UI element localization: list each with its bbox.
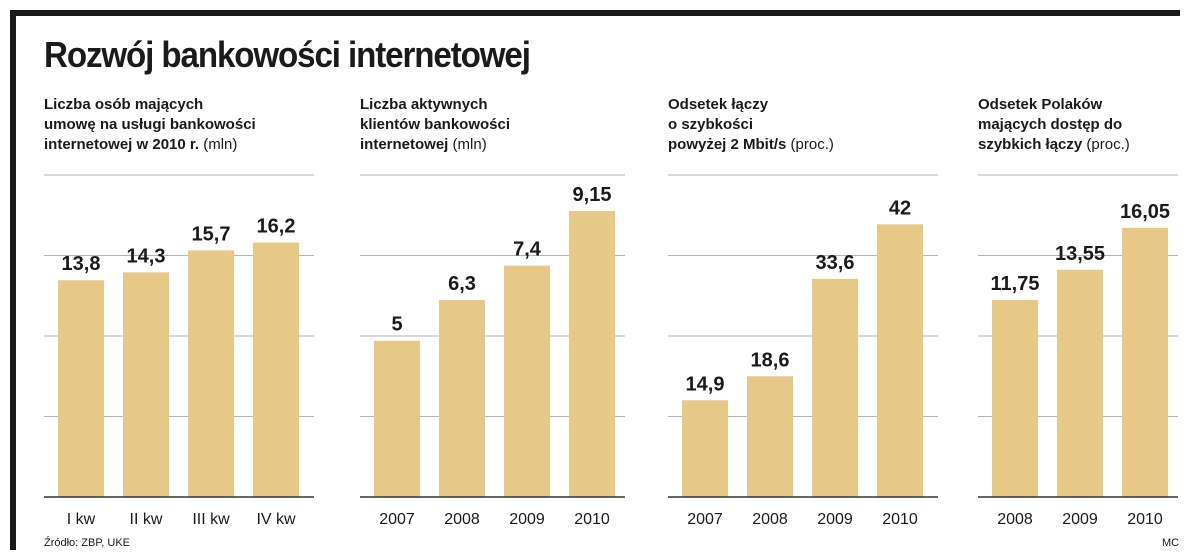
unit-label: (proc.) [790, 136, 834, 153]
category-label: 2008 [752, 511, 788, 528]
top-rule [10, 10, 1180, 16]
bar [439, 300, 485, 497]
heading-line-3: szybkich łączy [978, 136, 1083, 153]
category-label: 2007 [379, 511, 415, 528]
value-label: 14,3 [127, 245, 166, 267]
heading-line-1: Odsetek Polaków [978, 96, 1103, 113]
panel-heading: Odsetek Polaków mających dostęp do szybk… [978, 95, 1178, 155]
category-label: 2009 [1062, 511, 1098, 528]
category-label: 2008 [444, 511, 480, 528]
category-label: 2009 [817, 511, 853, 528]
value-label: 14,9 [686, 373, 725, 395]
value-label: 42 [889, 197, 911, 219]
heading-line-3: internetowej w 2010 r. [44, 136, 200, 153]
value-label: 16,2 [257, 216, 296, 238]
unit-label: (mln) [203, 136, 238, 153]
value-label: 9,15 [573, 184, 612, 206]
heading-line-1: Odsetek łączy [668, 96, 769, 113]
heading-line-2: o szybkości [668, 116, 754, 133]
value-label: 16,05 [1120, 201, 1170, 223]
category-label: 2010 [574, 511, 610, 528]
category-label: 2007 [687, 511, 723, 528]
value-label: 18,6 [751, 349, 790, 371]
bar [123, 272, 169, 497]
value-label: 11,75 [991, 273, 1040, 295]
infographic-title: Rozwój bankowości internetowej [44, 34, 531, 75]
bar [1122, 227, 1168, 497]
heading-line-2: umowę na usługi bankowości [44, 116, 256, 133]
value-label: 33,6 [816, 252, 855, 274]
panel-contract-holders: Liczba osób mających umowę na usługi ban… [44, 95, 314, 535]
category-label: 2008 [997, 511, 1033, 528]
bar [747, 376, 793, 497]
bar-chart-fast-connections: 14,9 2007 18,6 2008 33,6 2009 42 2010 [668, 174, 938, 528]
heading-line-2: mających dostęp do [978, 116, 1123, 133]
bar [58, 280, 104, 497]
category-label: 2009 [509, 511, 545, 528]
value-label: 6,3 [448, 273, 476, 295]
panel-heading: Liczba aktywnych klientów bankowości int… [360, 95, 625, 155]
bar-chart-fast-access: 11,75 2008 13,55 2009 16,05 2010 [978, 174, 1178, 528]
bar [253, 242, 299, 497]
category-label: 2010 [882, 511, 918, 528]
bar [1057, 269, 1103, 497]
panel-fast-access: Odsetek Polaków mających dostęp do szybk… [978, 95, 1178, 535]
value-label: 15,7 [192, 223, 231, 245]
category-label: III kw [192, 511, 230, 528]
author-credit: MC [1162, 537, 1180, 549]
panel-active-clients: Liczba aktywnych klientów bankowości int… [360, 95, 625, 535]
panel-fast-connections: Odsetek łączy o szybkości powyżej 2 Mbit… [668, 95, 938, 535]
category-label: II kw [130, 511, 163, 528]
bar [188, 250, 234, 497]
heading-line-1: Liczba osób mających [44, 96, 204, 113]
value-label: 5 [391, 314, 402, 336]
bar [374, 340, 420, 497]
value-label: 13,55 [1055, 243, 1105, 265]
category-label: I kw [67, 511, 96, 528]
bar [569, 210, 615, 497]
bar [877, 224, 923, 497]
left-rule [10, 10, 16, 550]
source-note: Źródło: ZBP, UKE [44, 537, 130, 549]
unit-label: (mln) [452, 136, 487, 153]
panel-heading: Liczba osób mających umowę na usługi ban… [44, 95, 314, 155]
heading-line-3: internetowej [360, 136, 449, 153]
bar-chart-active-clients: 5 2007 6,3 2008 7,4 2009 9,15 2010 [360, 174, 625, 528]
heading-line-2: klientów bankowości [360, 116, 511, 133]
value-label: 7,4 [513, 239, 542, 261]
category-label: IV kw [256, 511, 296, 528]
bar [682, 400, 728, 497]
unit-label: (proc.) [1086, 136, 1130, 153]
category-label: 2010 [1127, 511, 1163, 528]
bar [992, 299, 1038, 497]
panel-heading: Odsetek łączy o szybkości powyżej 2 Mbit… [668, 95, 938, 155]
value-label: 13,8 [62, 253, 101, 275]
bar-chart-contract-holders: 13,8 I kw 14,3 II kw 15,7 III kw 16,2 IV kw [44, 174, 314, 528]
bar [504, 265, 550, 497]
heading-line-1: Liczba aktywnych [360, 96, 488, 113]
bar [812, 278, 858, 497]
heading-line-3: powyżej 2 Mbit/s [668, 136, 787, 153]
